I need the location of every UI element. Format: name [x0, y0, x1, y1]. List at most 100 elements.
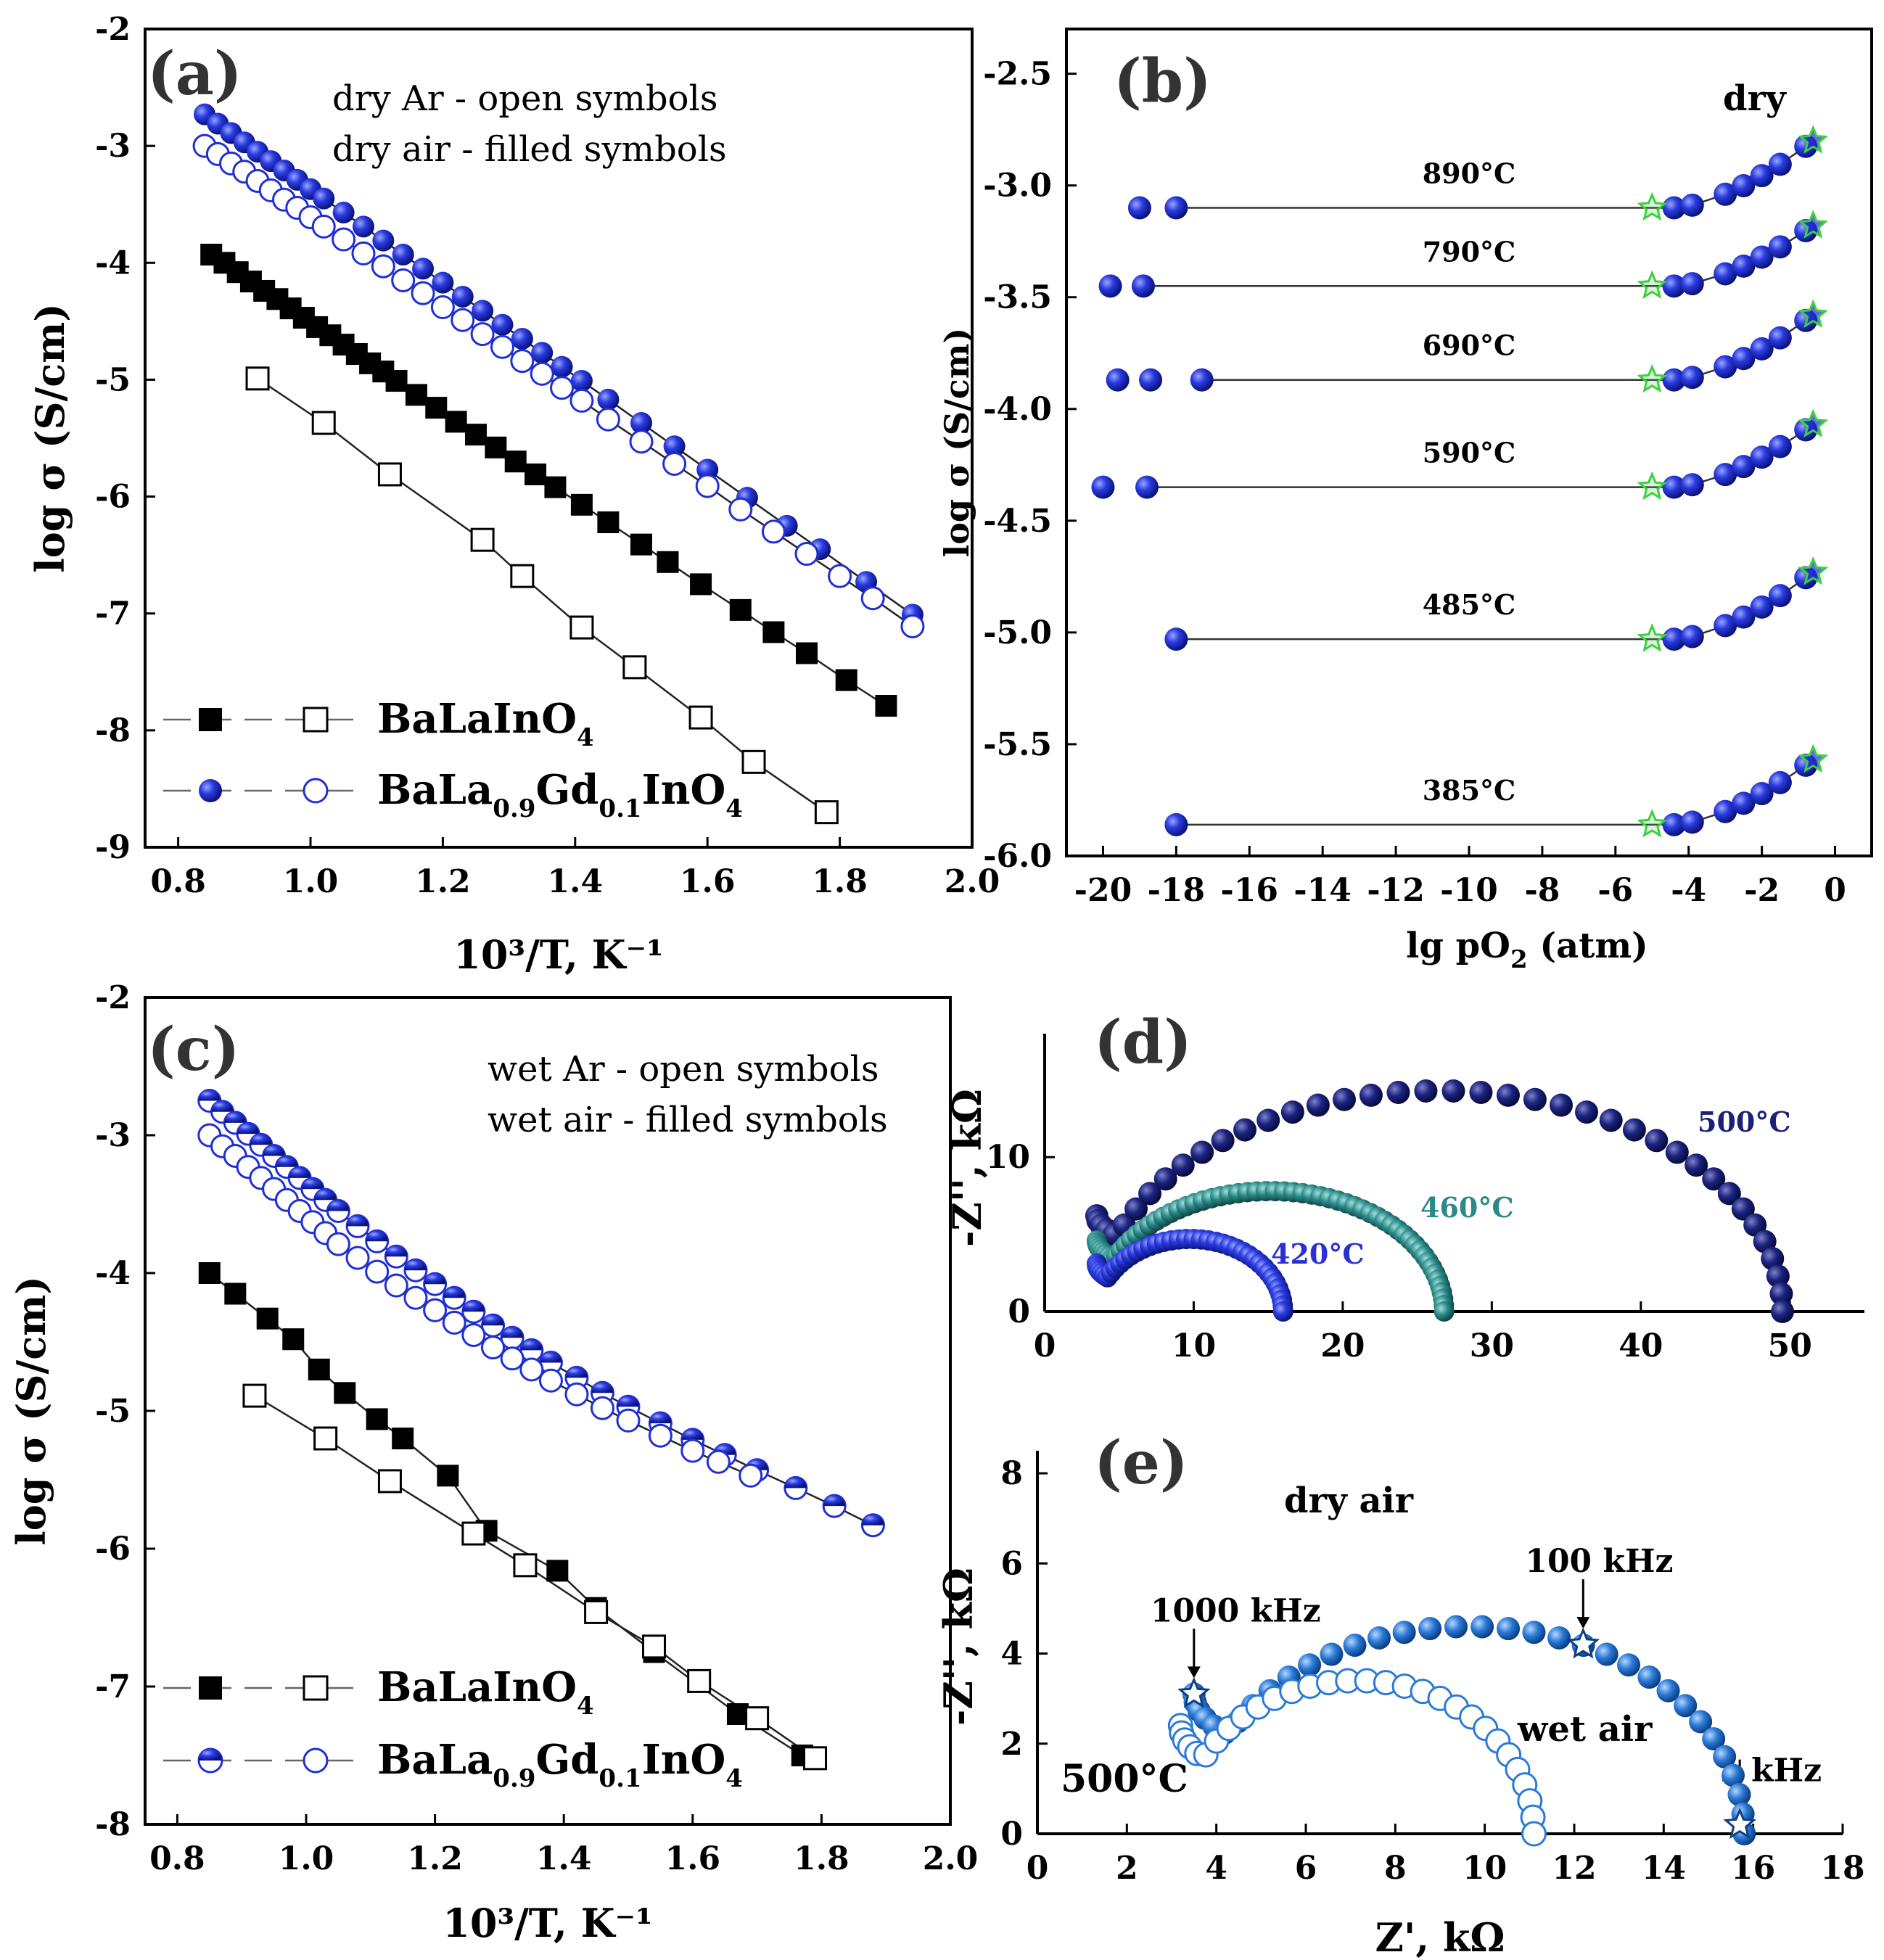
panel-c-data-point: [423, 1272, 448, 1296]
panel-a-data-point: [311, 411, 336, 435]
panel-c-data-point: [392, 1428, 414, 1449]
panel-b-ytick-label: -3.0: [983, 168, 1052, 205]
panel-a-ytick-label: -2: [95, 11, 131, 48]
panel-a-data-point: [472, 300, 494, 322]
panel-e-ytick-label: 0: [1000, 1816, 1023, 1853]
panel-a-data-point: [875, 695, 897, 717]
panel-a-xtick-label: 1.2: [415, 863, 471, 900]
panel-a-data-point: [470, 322, 495, 347]
panel-c-data-point: [384, 1244, 408, 1269]
panel-a-legend-open-marker: [303, 778, 329, 804]
panel-a-data-point: [425, 397, 448, 419]
panel-a-legend-filled-marker: [199, 708, 222, 731]
panel-a-data-point: [696, 458, 719, 481]
panel-a-data-point: [451, 286, 474, 308]
panel-d-data-point: [1766, 1264, 1790, 1288]
panel-b-data-point: [1127, 196, 1151, 220]
panel-a-data-point: [445, 411, 467, 433]
panel-d-xtick-label: 30: [1470, 1327, 1514, 1364]
panel-c-data-point: [739, 1463, 763, 1488]
panel-e-data-point: [1320, 1642, 1344, 1666]
panel-b-xlabel-tail: (atm): [1528, 926, 1648, 966]
panel-c-data-point: [590, 1396, 614, 1420]
panel-a-ytick-label: -4: [95, 244, 131, 281]
panel-e-data-point: [1444, 1615, 1468, 1639]
panel-d-data-point: [1124, 1197, 1148, 1221]
panel-d-data-point: [1769, 1282, 1793, 1306]
panel-b-data-point: [1768, 152, 1792, 176]
panel-c-data-point: [461, 1299, 486, 1324]
panel-e-data-point: [1617, 1653, 1641, 1677]
panel-b-star-marker: [1637, 808, 1668, 838]
panel-d-xtick-label: 40: [1618, 1327, 1663, 1364]
panel-c-data-point: [236, 1121, 260, 1146]
panel-b-star-marker: [1798, 556, 1829, 585]
panel-b-ytick-label: -2.5: [983, 56, 1052, 93]
panel-a-xtick-label: 1.6: [680, 863, 736, 900]
panel-e-ytick-label: 8: [1000, 1455, 1023, 1492]
panel-b-xtick-label: -16: [1221, 872, 1279, 909]
panel-b-data-point: [1732, 605, 1756, 629]
panel-d-xtick-label: 50: [1768, 1327, 1812, 1364]
panel-d-data-point: [1386, 1080, 1410, 1104]
panel-c-data-point: [564, 1382, 589, 1407]
panel-e-data-point: [1470, 1615, 1494, 1639]
panel-c-ytick-label: -3: [95, 1117, 131, 1154]
panel-b-data-point: [1098, 274, 1122, 298]
panel-b-temp-label: 485°C: [1423, 588, 1516, 621]
panel-c-data-point: [345, 1245, 370, 1270]
panel-a-xtick-label: 0.8: [150, 863, 206, 900]
data-marks-layer: [192, 103, 1829, 1847]
panel-d-data-point: [1599, 1108, 1623, 1132]
panel-e-wet-label: wet air: [1517, 1709, 1653, 1750]
panel-d-data-point: [1306, 1093, 1330, 1117]
panel-a-data-point: [688, 705, 713, 730]
panel-b-data-point: [1131, 274, 1155, 298]
panel-b-xlabel: lg pO2 (atm): [1406, 926, 1648, 974]
panel-c-data-point: [345, 1214, 370, 1238]
panel-a-data-point: [432, 271, 454, 294]
panel-a-data-point: [741, 749, 766, 774]
panel-a-data-point: [451, 308, 475, 332]
panel-a-data-point: [551, 355, 573, 378]
panel-d-label: (d): [1094, 1008, 1192, 1077]
panel-d-temp-label: 460°C: [1420, 1191, 1514, 1224]
panel-a-data-point: [657, 551, 679, 573]
panel-a-data-point: [761, 519, 786, 544]
panel-e-ytick-label: 4: [1000, 1636, 1023, 1673]
panel-c-data-point: [423, 1298, 448, 1322]
panel-a-data-point: [525, 463, 547, 485]
panel-a-data-point: [860, 586, 885, 611]
panel-b-data-point: [1164, 812, 1188, 836]
panel-b-xlabel-sub: 2: [1510, 945, 1528, 974]
panel-c-data-point: [366, 1408, 388, 1430]
panel-a-data-point: [465, 424, 487, 446]
panel-e-ylabel: -Z'', kΩ: [935, 1568, 982, 1726]
panel-b-data-point: [1680, 193, 1704, 217]
panel-c-xtick-label: 2.0: [923, 1840, 979, 1877]
panel-b-star-marker: [1798, 408, 1829, 438]
panel-c-legend-label: BaLaInO4: [377, 1663, 594, 1721]
panel-e-freq-label: 1000 kHz: [1151, 1592, 1321, 1629]
panel-b-data-point: [1680, 366, 1704, 390]
panel-b-data-point: [1680, 272, 1704, 296]
panel-e-data-point: [1547, 1626, 1571, 1650]
panel-c-ytick-label: -2: [95, 979, 131, 1016]
panel-e-xtick-label: 12: [1552, 1850, 1596, 1887]
panel-c-data-point: [224, 1282, 247, 1305]
panel-a-data-point: [351, 241, 376, 265]
panel-b-data-point: [1768, 435, 1792, 458]
panel-c-data-point: [783, 1475, 808, 1500]
panel-c-data-point: [326, 1232, 350, 1256]
panel-b-xtick-label: -10: [1440, 872, 1498, 909]
panel-a-data-point: [900, 614, 925, 638]
panel-c-data-point: [384, 1273, 408, 1298]
panel-a-ytick-label: -5: [95, 361, 131, 398]
panel-a-ytick-label: -6: [95, 479, 131, 516]
panel-a-data-point: [695, 474, 720, 498]
panel-b-data-point: [1680, 810, 1704, 834]
panel-a-data-point: [490, 334, 514, 359]
panel-b-ytick-label: -4.0: [983, 391, 1052, 428]
panel-b-temp-label: 690°C: [1423, 329, 1516, 362]
panel-b-data-point: [1732, 173, 1756, 197]
